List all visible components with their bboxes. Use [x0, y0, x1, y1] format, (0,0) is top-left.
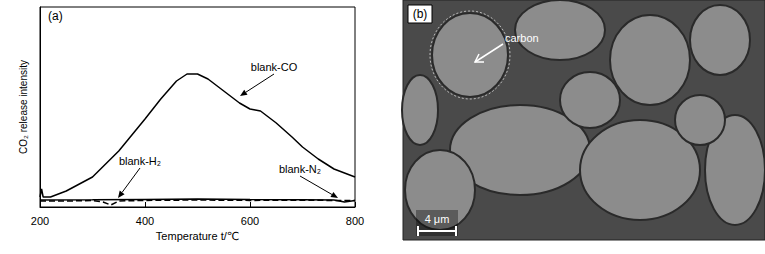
svg-text:(b): (b) [413, 7, 428, 21]
svg-text:Temperature t/℃: Temperature t/℃ [156, 230, 239, 242]
svg-text:CO₂ release intensity: CO₂ release intensity [18, 60, 29, 154]
svg-text:4 μm: 4 μm [425, 213, 450, 225]
svg-text:blank-H₂: blank-H₂ [119, 155, 161, 167]
svg-text:blank-N₂: blank-N₂ [279, 163, 321, 175]
svg-text:200: 200 [31, 215, 49, 227]
svg-text:400: 400 [136, 215, 154, 227]
svg-text:600: 600 [241, 215, 259, 227]
svg-text:(a): (a) [48, 9, 63, 23]
svg-text:blank-CO: blank-CO [251, 61, 298, 73]
svg-text:carbon: carbon [505, 32, 539, 44]
svg-text:800: 800 [346, 215, 364, 227]
